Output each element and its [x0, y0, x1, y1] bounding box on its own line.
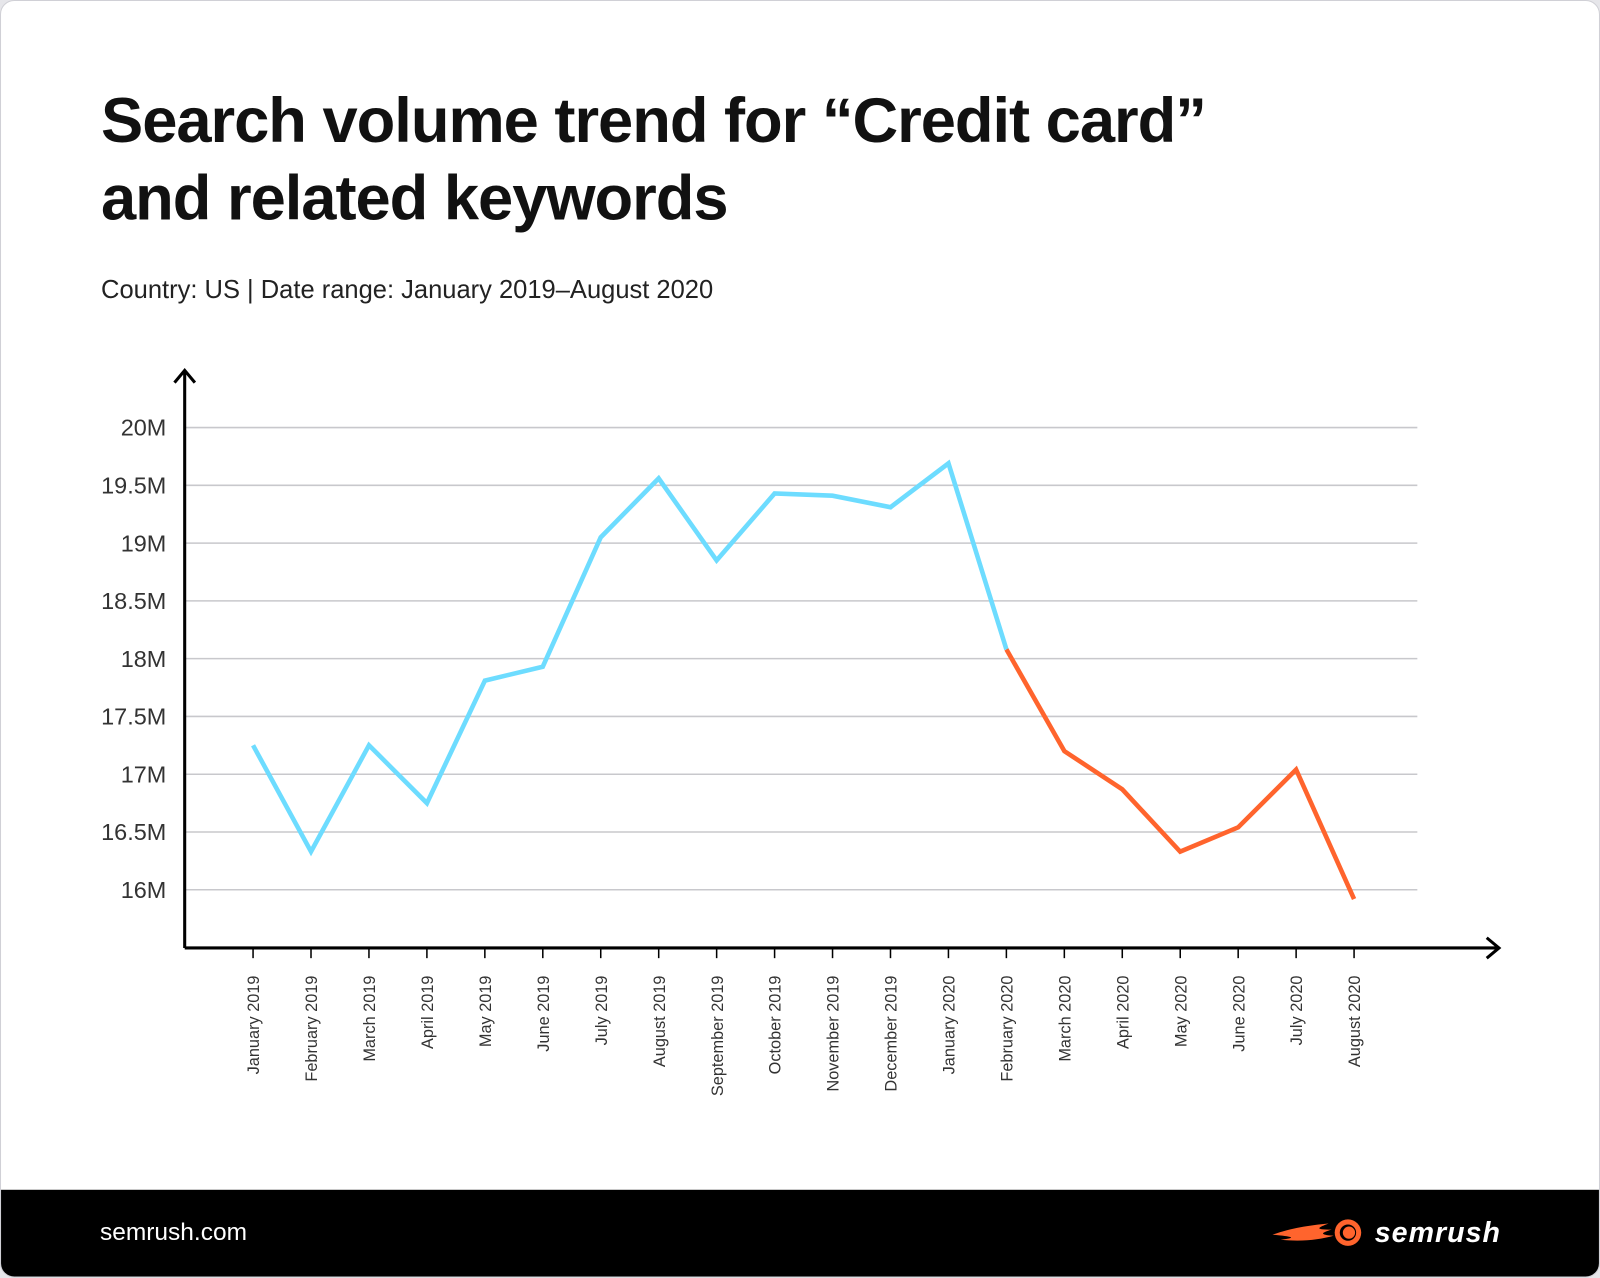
x-tick-label: June 2020	[1230, 976, 1248, 1052]
x-tick-label: July 2020	[1288, 976, 1306, 1046]
y-tick-label: 19M	[121, 530, 167, 556]
x-tick-label: April 2020	[1114, 976, 1132, 1049]
semrush-logo: semrush	[1272, 1216, 1502, 1249]
y-tick-label: 17M	[121, 761, 167, 787]
y-tick-label: 19.5M	[101, 472, 166, 498]
y-tick-label: 18.5M	[101, 588, 166, 614]
y-axis	[173, 368, 197, 948]
y-tick-label: 18M	[121, 646, 167, 672]
x-tick-label: November 2019	[825, 976, 843, 1092]
x-tick-label: February 2020	[999, 976, 1017, 1082]
series-line-segment-2	[1004, 648, 1357, 901]
logo-text: semrush	[1374, 1216, 1502, 1248]
y-tick-label: 16.5M	[101, 819, 166, 845]
footer: semrush.com semrush	[1, 1189, 1599, 1277]
y-tick-label: 17.5M	[101, 704, 166, 730]
fireball-icon	[1272, 1219, 1362, 1246]
header: Search volume trend for “Credit card” an…	[101, 83, 1325, 305]
y-tick-label: 20M	[121, 415, 167, 441]
x-tick-label: April 2019	[419, 976, 437, 1049]
chart-subtitle: Country: US | Date range: January 2019–A…	[101, 275, 714, 305]
x-tick-label: May 2019	[477, 976, 495, 1048]
x-tick-label: January 2020	[941, 976, 959, 1075]
chart-title: Search volume trend for “Credit card” an…	[101, 85, 1207, 234]
x-tick-label: March 2020	[1056, 976, 1074, 1062]
x-tick-label: February 2019	[303, 976, 321, 1082]
x-tick-label: August 2020	[1346, 976, 1364, 1068]
x-tick-label: January 2019	[245, 976, 263, 1075]
x-tick-label: May 2020	[1172, 976, 1190, 1048]
x-tick-label: August 2019	[651, 976, 669, 1068]
series-line-segment-1	[251, 459, 1009, 857]
x-axis	[184, 936, 1502, 960]
x-tick-label: March 2019	[361, 976, 379, 1062]
line-chart: 16M 16.5M 17M 17.5M 18M 18.5M 19M 19.5M 20M Janua…	[101, 368, 1502, 1097]
x-tick-label: October 2019	[767, 976, 785, 1075]
site-link[interactable]: semrush.com	[99, 1218, 247, 1246]
y-tick-label: 16M	[121, 877, 167, 903]
x-tick-label: December 2019	[883, 976, 901, 1092]
x-tick-label: June 2019	[535, 976, 553, 1052]
x-tick-label: July 2019	[593, 976, 611, 1046]
x-tick-label: September 2019	[709, 976, 727, 1097]
